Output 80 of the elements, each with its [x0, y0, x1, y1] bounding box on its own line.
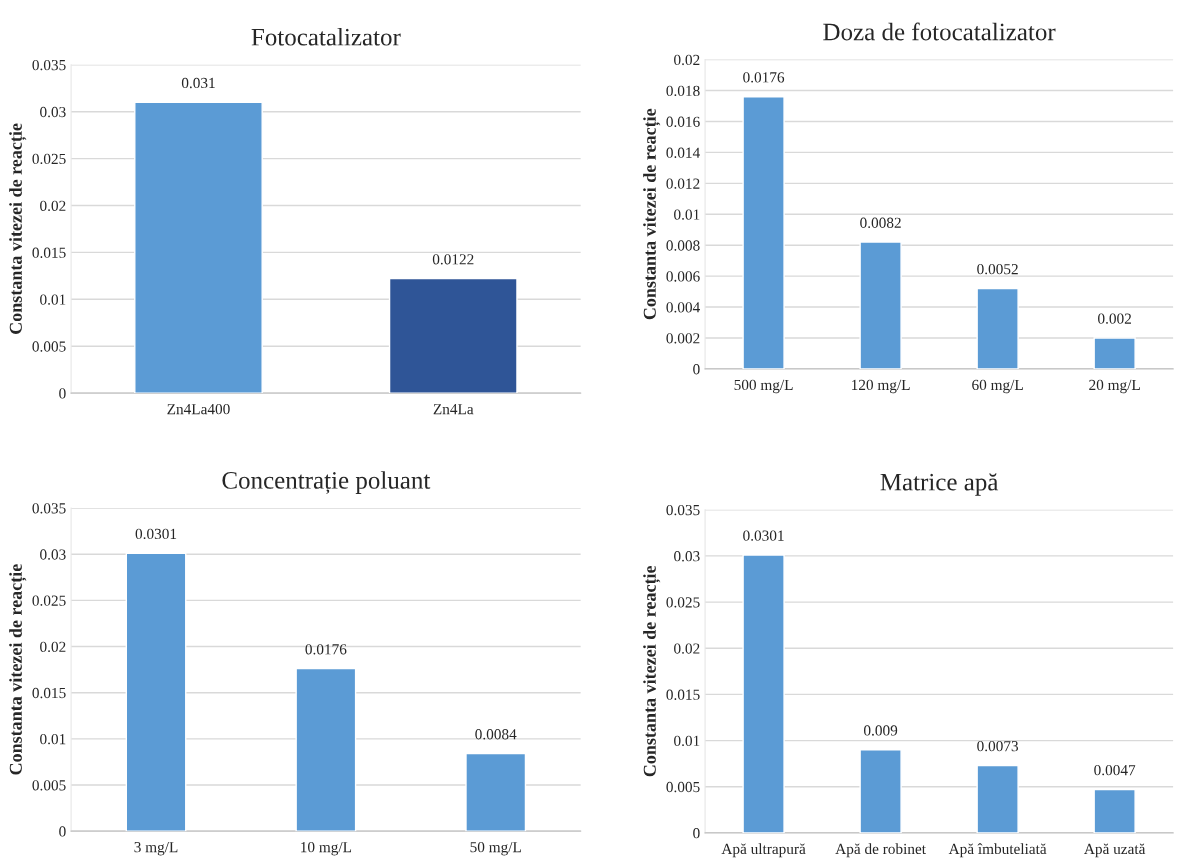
y-tick-label: 0.014 — [666, 147, 700, 158]
y-tick-label: 0 — [693, 828, 700, 839]
y-tick-label: 0.006 — [666, 271, 700, 282]
y-tick-label: 0.01 — [40, 733, 66, 745]
x-tick-label: Apă îmbuteliată — [948, 843, 1047, 858]
y-tick-label: 0.015 — [32, 687, 66, 699]
bar — [742, 96, 785, 369]
x-tick-label: 500 mg/L — [734, 379, 793, 394]
y-tick-label: 0 — [59, 826, 66, 837]
y-tick-label: 0.012 — [666, 178, 700, 189]
y-tick-label: 0.03 — [40, 106, 66, 118]
data-label: 0.0301 — [743, 530, 784, 541]
y-tick-label: 0.018 — [666, 85, 700, 97]
x-tick-label: 3 mg/L — [134, 842, 178, 856]
y-tick-label: 0.02 — [40, 200, 66, 212]
bar — [859, 241, 902, 369]
x-tick-label: 50 mg/L — [470, 841, 521, 856]
y-tick-label: 0.016 — [666, 116, 700, 127]
y-tick-label: 0.02 — [674, 54, 700, 66]
data-label: 0.0176 — [305, 644, 347, 655]
bar — [859, 749, 902, 833]
y-tick-label: 0.005 — [32, 780, 66, 791]
y-tick-label: 0.02 — [674, 643, 700, 654]
bar — [976, 287, 1019, 369]
y-tick-label: 0 — [59, 388, 66, 399]
data-label: 0.0084 — [475, 729, 517, 740]
chart-title: Concentrație poluant — [222, 471, 431, 494]
y-tick-label: 0.035 — [32, 503, 66, 514]
data-label: 0.0176 — [743, 72, 785, 83]
bar — [295, 667, 357, 832]
y-tick-label: 0 — [693, 364, 700, 375]
data-label: 0.0122 — [432, 254, 474, 265]
data-label: 0.002 — [1098, 313, 1131, 324]
chart-title: Doza de fotocatalizator — [823, 22, 1056, 41]
y-axis-title: Constanta vitezei de reacție — [643, 108, 661, 320]
data-label: 0.009 — [864, 725, 898, 736]
y-tick-label: 0.02 — [40, 641, 66, 653]
y-tick-label: 0.01 — [674, 735, 700, 747]
y-tick-label: 0.004 — [666, 302, 700, 313]
y-tick-label: 0.005 — [32, 341, 66, 352]
y-tick-label: 0.035 — [32, 59, 66, 71]
data-label: 0.0082 — [860, 217, 901, 228]
x-tick-label: Zn4La — [433, 404, 474, 415]
y-tick-label: 0.01 — [40, 294, 66, 305]
y-tick-label: 0.035 — [666, 504, 700, 516]
x-tick-label: 120 mg/L — [852, 379, 910, 394]
x-tick-label: Zn4La400 — [167, 403, 230, 415]
x-tick-label: 20 mg/L — [1089, 379, 1140, 394]
y-axis-title: Constanta vitezei de reacție — [9, 123, 27, 334]
data-label: 0.031 — [181, 77, 215, 89]
y-tick-label: 0.025 — [32, 595, 66, 606]
bar — [976, 764, 1019, 833]
y-tick-label: 0.008 — [666, 240, 700, 251]
x-tick-label: Apă de robinet — [835, 843, 926, 858]
chart-title: Matrice apă — [880, 473, 999, 496]
bar — [1093, 788, 1136, 833]
y-tick-label: 0.015 — [666, 689, 700, 700]
y-tick-label: 0.002 — [666, 333, 700, 344]
bar — [125, 552, 187, 832]
y-tick-label: 0.015 — [32, 247, 66, 258]
chart-title: Fotocatalizator — [251, 28, 401, 46]
data-label: 0.0047 — [1094, 764, 1136, 776]
x-tick-label: Apă uzată — [1084, 843, 1146, 858]
bar — [465, 752, 527, 832]
y-axis-title: Constanta vitezei de reacție — [9, 564, 27, 775]
y-tick-label: 0.03 — [674, 551, 700, 562]
data-label: 0.0301 — [135, 528, 177, 540]
y-tick-label: 0.005 — [666, 781, 700, 793]
y-tick-label: 0.01 — [674, 209, 700, 220]
bar — [742, 554, 785, 833]
data-label: 0.0073 — [977, 740, 1019, 752]
y-axis-title: Constanta vitezei de reacție — [643, 565, 661, 777]
x-tick-label: 60 mg/L — [972, 379, 1023, 394]
y-tick-label: 0.025 — [32, 153, 66, 165]
y-tick-label: 0.025 — [666, 597, 700, 608]
data-label: 0.0052 — [977, 263, 1018, 275]
y-tick-label: 0.03 — [40, 549, 66, 560]
x-tick-label: 10 mg/L — [301, 841, 352, 856]
x-tick-label: Apă ultrapură — [721, 843, 806, 858]
bar — [1093, 337, 1136, 369]
